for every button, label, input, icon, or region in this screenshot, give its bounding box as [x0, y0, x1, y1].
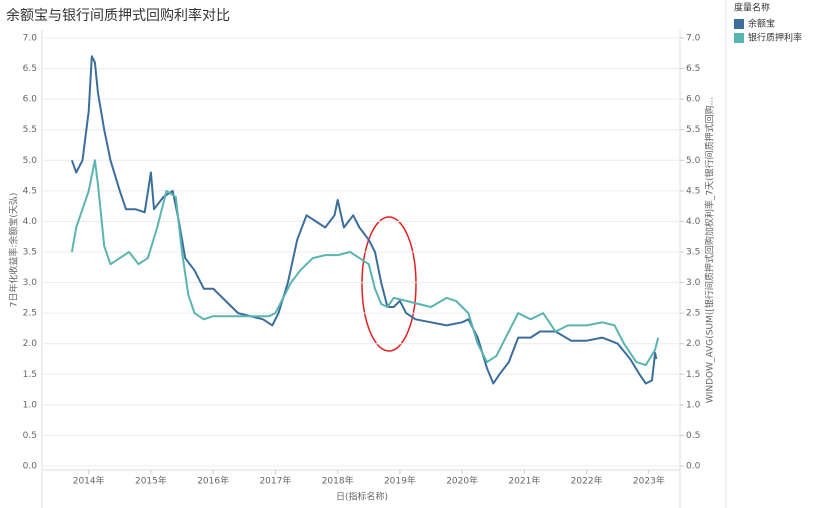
legend-title: 度量名称: [734, 2, 770, 14]
y2-tick-label: 1.5: [686, 370, 700, 380]
chart-title: 余额宝与银行间质押式回购利率对比: [6, 7, 230, 24]
x-tick-label: 2017年: [259, 475, 291, 487]
x-tick-label: 2015年: [135, 475, 167, 487]
y-tick-label: 3.5: [23, 248, 37, 258]
y2-tick-label: 0.5: [686, 431, 700, 441]
y-tick-label: 4.0: [23, 217, 38, 227]
y2-tick-label: 4.0: [686, 217, 701, 227]
legend-label: 银行质押利率: [748, 32, 802, 44]
y-tick-label: 1.5: [23, 370, 37, 380]
y-tick-label: 5.0: [23, 156, 38, 166]
legend-swatch: [734, 33, 744, 43]
x-tick-label: 2022年: [571, 475, 603, 487]
x-tick-label: 2018年: [322, 475, 354, 487]
y2-tick-label: 5.0: [686, 156, 701, 166]
x-tick-label: 2020年: [446, 475, 478, 487]
y-tick-label: 4.5: [23, 186, 37, 196]
y2-tick-label: 2.5: [686, 309, 700, 319]
y-tick-label: 0.5: [23, 431, 37, 441]
x-tick-label: 2023年: [633, 475, 665, 487]
y2-tick-label: 7.0: [686, 34, 701, 44]
y2-tick-label: 2.0: [686, 339, 701, 349]
series-line: [70, 55, 658, 385]
y-tick-label: 0.0: [23, 462, 38, 472]
y2-tick-label: 5.5: [686, 125, 700, 135]
legend-swatch: [734, 19, 744, 29]
x-tick-label: 2021年: [508, 475, 540, 487]
y2-tick-label: 6.0: [686, 95, 701, 105]
y2-axis-label: WINDOW_AVG(SUM([银行间质押式回购加权利率_7天(银行间质押式回购…: [704, 97, 716, 403]
x-tick-label: 2016年: [197, 475, 229, 487]
y-tick-label: 6.5: [23, 64, 37, 74]
y-tick-label: 6.0: [23, 95, 38, 105]
x-tick-label: 2019年: [384, 475, 416, 487]
y2-tick-label: 1.0: [686, 400, 701, 410]
y2-tick-label: 6.5: [686, 64, 700, 74]
legend-label: 余额宝: [748, 18, 775, 30]
y-tick-label: 2.5: [23, 309, 37, 319]
series-line: [70, 159, 660, 367]
x-tick-label: 2014年: [73, 475, 105, 487]
y-tick-label: 7.0: [23, 34, 38, 44]
y-tick-label: 5.5: [23, 125, 37, 135]
x-axis-label: 日(指标名称): [336, 491, 388, 503]
y2-tick-label: 4.5: [686, 186, 700, 196]
y2-tick-label: 3.0: [686, 278, 701, 288]
y2-tick-label: 3.5: [686, 248, 700, 258]
y-tick-label: 2.0: [23, 339, 38, 349]
y-tick-label: 1.0: [23, 400, 38, 410]
highlight-ellipse: [361, 216, 417, 352]
y-axis-label: 7日年化收益率:余额宝(天弘): [8, 193, 20, 308]
y2-tick-label: 0.0: [686, 462, 701, 472]
y-tick-label: 3.0: [23, 278, 38, 288]
